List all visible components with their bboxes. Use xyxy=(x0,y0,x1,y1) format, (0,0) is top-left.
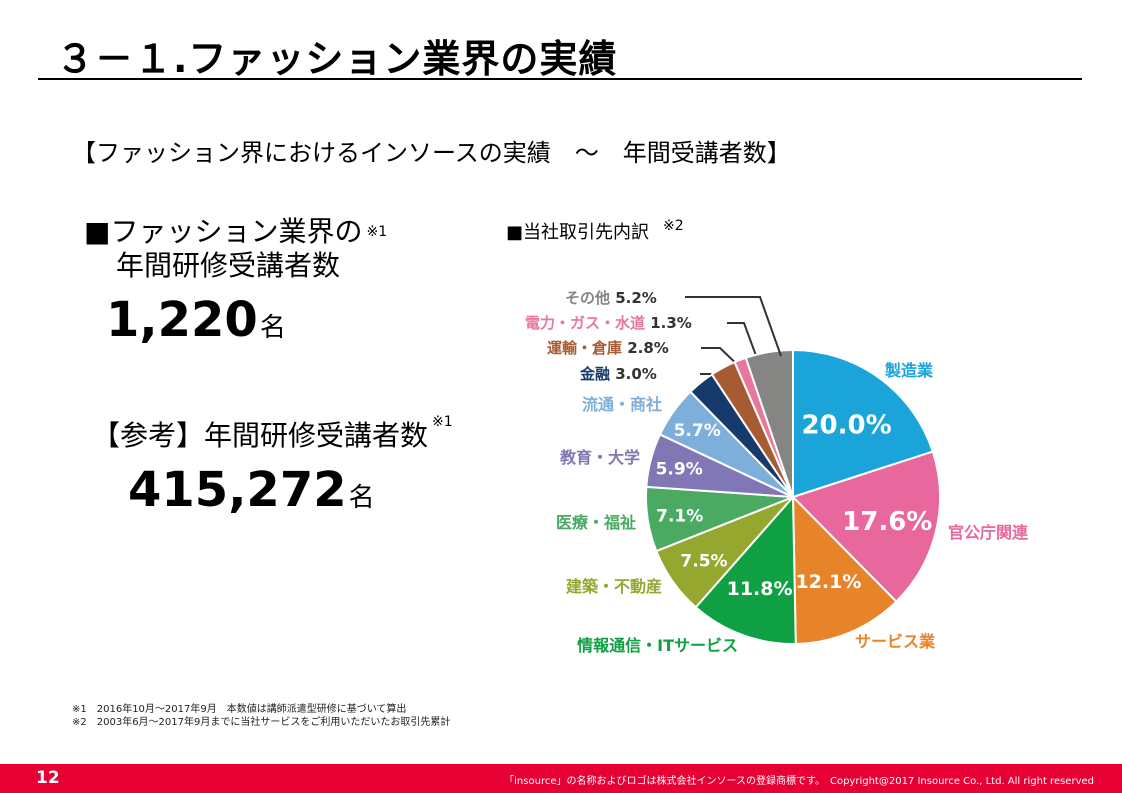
title-underline xyxy=(38,78,1082,80)
total-trainee-count: 415,272 xyxy=(128,462,347,518)
reference-stat-value: 415,272名 xyxy=(128,462,375,518)
section-subtitle: 【ファッション界におけるインソースの実績 ～ 年間受講者数】 xyxy=(72,139,791,167)
pie-leader-その他 xyxy=(685,296,782,357)
pie-value-流通-商社: 5.7% xyxy=(674,421,721,441)
pie-slice-情報通信-ITサービス xyxy=(694,494,797,645)
footer-bar: 12 「insource」の名称およびロゴは株式会社インソースの登録商標です。 … xyxy=(0,764,1122,793)
footnotes: ※1 2016年10月～2017年9月 本数値は講師派遣型研修に基づいて算出 ※… xyxy=(72,703,450,729)
pie-value-教育-大学: 5.9% xyxy=(656,459,703,479)
chart-title: ■当社取引先内訳 xyxy=(506,222,650,243)
client-breakdown-pie-chart: 20.0% 製造業 17.6% 官公庁関連 12.1% サービス業 11.8% 情報通信・IT… xyxy=(525,289,1029,655)
pie-slice-官公庁関連 xyxy=(791,450,941,604)
pie-leader-電力-ガス-水道 xyxy=(727,322,759,362)
pie-label-情報通信-ITサービス: 情報通信・ITサービス xyxy=(577,636,738,655)
pie-label-流通-商社: 流通・商社 xyxy=(582,395,662,414)
copyright-text: 「insource」の名称およびロゴは株式会社インソースの登録商標です。 Cop… xyxy=(504,776,1094,787)
page-title: ３－１.ファッション業界の実績 xyxy=(56,37,618,81)
pie-value-建築-不動産: 7.5% xyxy=(680,552,727,572)
pie-label-サービス業: サービス業 xyxy=(855,632,936,651)
reference-stat-heading: 【参考】年間研修受講者数 ※1 xyxy=(92,414,453,454)
pie-label-官公庁関連: 官公庁関連 xyxy=(948,523,1029,542)
footnote-mark-1-ref: ※1 xyxy=(432,414,453,430)
pie-label-医療-福祉: 医療・福祉 xyxy=(556,513,636,532)
footnote-2: ※2 2003年6月～2017年9月までに当社サービスをご利用いただいたお取引先… xyxy=(72,717,451,728)
pie-value-製造業: 20.0% xyxy=(801,410,891,440)
pie-label-その他: その他 5.2% xyxy=(565,289,657,307)
pie-value-官公庁関連: 17.6% xyxy=(842,507,932,537)
fashion-stat-heading-line1: ■ファッション業界の xyxy=(84,215,363,248)
total-trainee-unit: 名 xyxy=(348,483,375,513)
fashion-stat-heading-line2: 年間研修受講者数 xyxy=(116,249,341,282)
pie-slice-サービス業 xyxy=(791,494,898,645)
fashion-stat-value: 1,220名 xyxy=(106,292,286,348)
chart-heading: ■当社取引先内訳 ※2 xyxy=(506,218,684,244)
pie-label-運輸-倉庫: 運輸・倉庫 2.8% xyxy=(547,339,669,357)
reference-stat-label: 【参考】年間研修受講者数 xyxy=(92,419,429,452)
pie-value-サービス業: 12.1% xyxy=(795,571,861,593)
footnote-mark-1: ※1 xyxy=(366,224,388,240)
footnote-mark-2: ※2 xyxy=(663,218,684,234)
pie-label-教育-大学: 教育・大学 xyxy=(560,448,640,467)
fashion-stat-heading: ■ファッション業界の ※1 年間研修受講者数 xyxy=(84,215,387,283)
pie-label-電力-ガス-水道: 電力・ガス・水道 1.3% xyxy=(525,314,692,332)
fashion-trainee-unit: 名 xyxy=(259,313,286,343)
pie-label-建築-不動産: 建築・不動産 xyxy=(566,577,662,596)
pie-value-医療-福祉: 7.1% xyxy=(656,507,703,527)
pie-label-製造業: 製造業 xyxy=(884,361,934,380)
page-number: 12 xyxy=(36,768,60,788)
pie-slice-製造業 xyxy=(792,348,935,499)
pie-value-情報通信-ITサービス: 11.8% xyxy=(727,578,793,600)
footnote-1: ※1 2016年10月～2017年9月 本数値は講師派遣型研修に基づいて算出 xyxy=(72,704,407,715)
pie-slice-その他 xyxy=(744,348,794,498)
fashion-trainee-count: 1,220 xyxy=(106,292,258,348)
pie-label-金融: 金融 3.0% xyxy=(579,365,657,383)
